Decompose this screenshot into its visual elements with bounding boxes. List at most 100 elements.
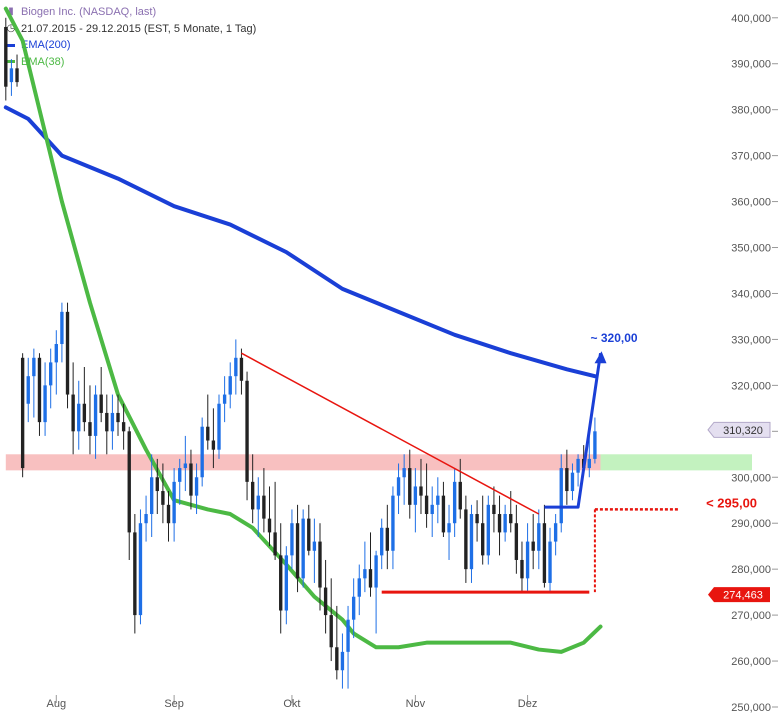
candle-body-up [138,523,143,616]
y-axis: 250,000 260,000 270,000 280,000 290,000 300,0… [731,13,778,714]
candle-body-down [37,357,42,423]
y-tick-label: 300,000 [731,472,771,484]
last-price-tag [707,421,771,438]
candle-body-down [116,412,120,423]
candle-body-up [374,555,378,588]
candle-body-up [402,468,406,478]
trend-lines-layer [241,351,680,594]
candle-body-down [323,587,328,616]
candle-body-down [127,431,131,533]
candle-body-down [166,504,171,524]
projection-line [544,352,603,509]
chart-title: Biogen Inc. (NASDAQ, last) [21,6,157,18]
candle-body-up [110,412,115,432]
y-tick-label: 340,000 [731,288,771,300]
clock-icon: ◷ [6,22,16,34]
candle-body-down [424,495,429,515]
candle-body-up [559,468,563,524]
candle-body-up [553,523,558,542]
candle-body-down [15,68,19,83]
candle-body-down [133,532,137,616]
support-price-tag-text: 274,463 [723,590,763,602]
candle-body-up [144,514,148,524]
candle-body-down [4,26,8,87]
candle-body-down [99,394,103,413]
candle-body-up [183,463,188,469]
candle-body-down [71,394,75,432]
downtrend-line [241,352,540,515]
candle-body-down [419,486,423,496]
candle-body-down [385,527,390,551]
annotations-layer: ~ 320,00 < 295,00 310,320 274,463 [591,331,771,603]
ema200-line [3,105,597,379]
ema38-line [3,6,603,654]
candle-body-up [346,619,350,652]
legend-period-row: ◷ 21.07.2015 - 29.12.2015 (EST, 5 Monate… [6,21,257,38]
y-tick-label: 320,000 [731,380,771,392]
candle-body-up [60,311,64,345]
candle-body-up [178,468,182,482]
candle-body-up [391,495,395,551]
candle-body-down [492,504,496,515]
candle-body-up [200,426,204,478]
candle-body-up [312,541,317,551]
candle-body-up [548,541,552,583]
x-tick-label: Nov [406,698,426,710]
chart-period: 21.07.2015 - 29.12.2015 (EST, 5 Monate, … [21,22,257,35]
y-tick-label: 260,000 [731,656,771,668]
candle-body-down [481,523,485,556]
legend-ema38-row[interactable]: EMA(38) [6,54,256,71]
x-axis: Aug Sep Okt Nov Dez [47,695,538,710]
candle-body-up [217,403,221,450]
candle-body-up [32,357,36,377]
candle-body-up [234,357,238,377]
candle-body-up [452,481,457,524]
ema200-label: EMA(200) [21,39,71,51]
zones-layer [5,454,752,471]
candle-body-down [520,559,524,579]
candle-body-down [441,495,446,533]
candle-body-down [565,468,569,492]
candle-body-down [273,532,277,556]
support-price-tag [708,587,770,603]
candle-body-up [503,514,507,533]
candle-body-down [279,555,283,611]
candle-body-down [65,311,70,395]
target-price-label: ~ 320,00 [591,331,638,345]
y-tick-label: 290,000 [731,518,771,530]
last-price-tag-text: 310,320 [723,425,763,437]
candle-body-down [542,523,547,583]
candle-body-up [194,477,199,496]
candle-body-up [363,569,367,579]
candle-body-up [413,486,418,505]
candle-body-up [593,431,597,459]
candle-body-down [121,422,126,432]
ema-layer [3,6,603,654]
candle-body-down [318,541,322,588]
legend-title-row: ▮ Biogen Inc. (NASDAQ, last) [6,4,256,21]
candle-body-down [329,615,333,648]
legend-ema200-row[interactable]: EMA(200) [6,37,256,54]
candle-body-up [149,477,154,515]
ema38-swatch [6,60,15,64]
candle-body-up [447,523,451,533]
candle-body-up [380,527,384,556]
candle-body-down [206,426,210,441]
candlestick-icon: ▮ [8,6,14,17]
candle-body-up [357,578,361,597]
x-tick-label: Aug [47,698,67,710]
x-tick-label: Dez [518,698,538,710]
candle-body-up [9,68,14,83]
y-tick-label: 350,000 [731,243,771,255]
candle-body-down [475,514,479,524]
candle-body-down [458,481,462,510]
candle-body-up [396,477,401,496]
candle-body-down [82,403,87,423]
candle-body-up [525,541,530,579]
y-tick-label: 280,000 [731,564,771,576]
candle-body-up [290,523,294,556]
candle-body-up [351,596,356,620]
candle-body-down [531,541,535,551]
candle-body-down [497,514,502,533]
candle-body-down [307,518,311,551]
